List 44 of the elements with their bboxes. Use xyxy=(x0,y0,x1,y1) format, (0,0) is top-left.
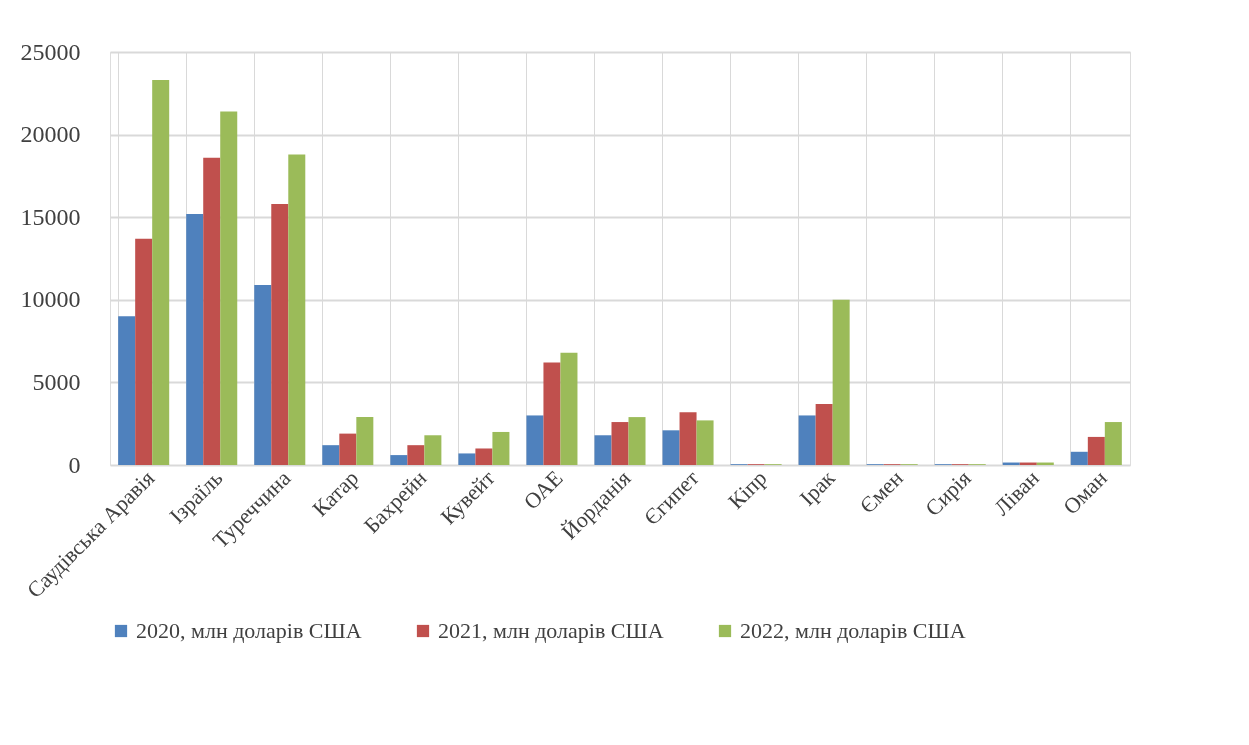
bar xyxy=(390,455,408,465)
y-tick-label: 20000 xyxy=(20,121,81,148)
bar xyxy=(458,453,476,465)
bar xyxy=(1087,436,1105,465)
y-tick-label: 10000 xyxy=(20,286,81,313)
bar xyxy=(152,80,170,465)
bar xyxy=(254,284,272,465)
bar xyxy=(696,420,714,465)
bar xyxy=(543,362,561,465)
bar xyxy=(288,154,306,465)
bar xyxy=(339,433,357,465)
bar xyxy=(1070,451,1088,465)
bar xyxy=(475,448,493,465)
legend-label: 2020, млн доларів США xyxy=(136,618,362,643)
bar xyxy=(560,352,578,465)
bar xyxy=(135,238,153,465)
y-tick-label: 5000 xyxy=(32,368,81,395)
bar xyxy=(679,412,697,465)
bar xyxy=(628,417,646,465)
bar xyxy=(203,157,221,465)
bar xyxy=(662,430,680,465)
x-tick-label: Ірак xyxy=(794,465,840,511)
bar xyxy=(271,203,289,465)
bar xyxy=(611,422,629,465)
bar xyxy=(798,415,816,465)
bar xyxy=(220,111,238,465)
bar xyxy=(832,299,850,465)
bar xyxy=(594,435,612,465)
bar xyxy=(322,445,340,465)
bar xyxy=(356,417,374,465)
bar xyxy=(186,213,204,465)
bar xyxy=(1104,422,1122,465)
y-tick-label: 0 xyxy=(68,451,81,478)
legend-label: 2021, млн доларів США xyxy=(438,618,664,643)
x-tick-label: Кіпр xyxy=(723,465,772,514)
bar xyxy=(118,316,136,465)
y-tick-label: 25000 xyxy=(20,38,81,65)
bar xyxy=(407,445,425,465)
bar xyxy=(424,435,442,465)
bar xyxy=(492,431,510,465)
bar xyxy=(815,403,833,465)
bar xyxy=(526,415,544,465)
legend-label: 2022, млн доларів США xyxy=(740,618,966,643)
y-tick-label: 15000 xyxy=(20,203,81,230)
